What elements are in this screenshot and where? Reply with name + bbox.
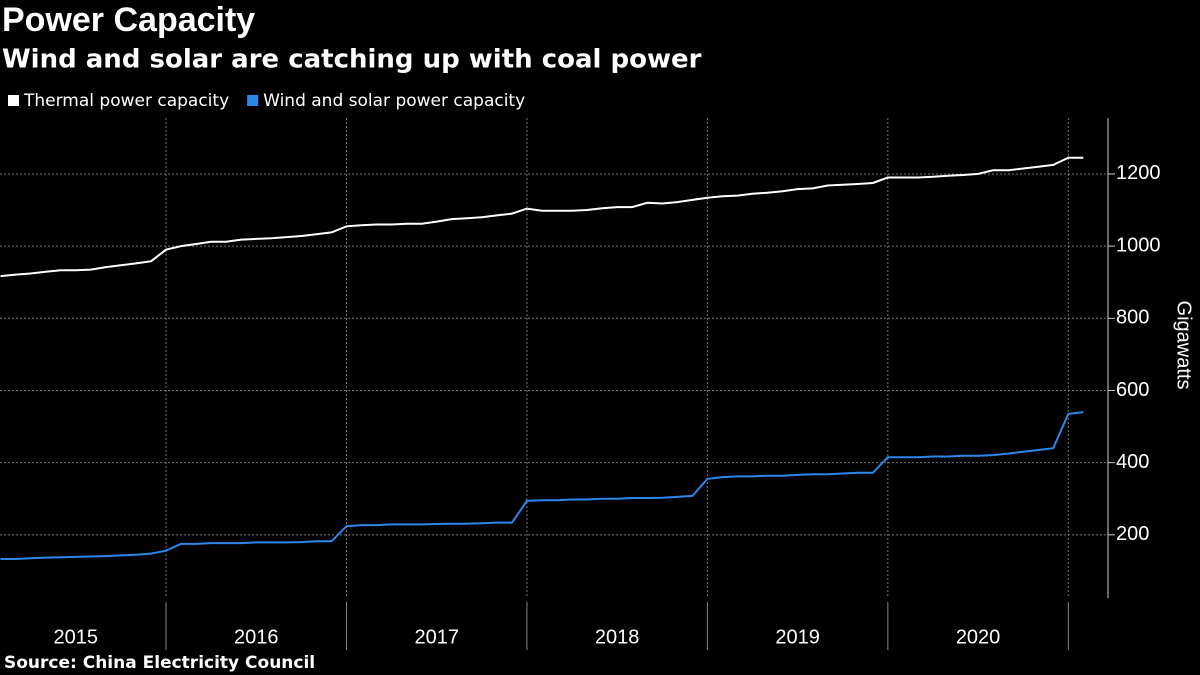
y-tick-label: 1200 [1116,162,1161,184]
chart-subtitle: Wind and solar are catching up with coal… [2,45,702,75]
y-tick-label: 1000 [1116,234,1161,256]
x-tick-label: 2015 [54,626,99,648]
y-tick-label: 800 [1116,307,1149,329]
series-line [0,156,1084,278]
x-tick-label: 2018 [595,626,640,648]
y-tick-label: 400 [1116,451,1149,473]
source: Source: China Electricity Council [4,653,315,673]
x-tick-label: 2020 [956,626,1001,648]
x-tick-label: 2019 [775,626,820,648]
legend-label: Thermal power capacity [23,91,229,111]
y-axis-label: Gigawatts [1173,301,1195,390]
legend-label: Wind and solar power capacity [263,91,525,111]
series-line [0,411,1084,560]
legend-swatch [8,95,19,106]
x-tick-label: 2017 [414,626,459,648]
chart-title: Power Capacity [2,1,255,39]
x-tick-label: 2016 [234,626,279,648]
y-tick-label: 200 [1116,523,1149,545]
y-tick-label: 600 [1116,379,1149,401]
legend-swatch [247,95,259,106]
